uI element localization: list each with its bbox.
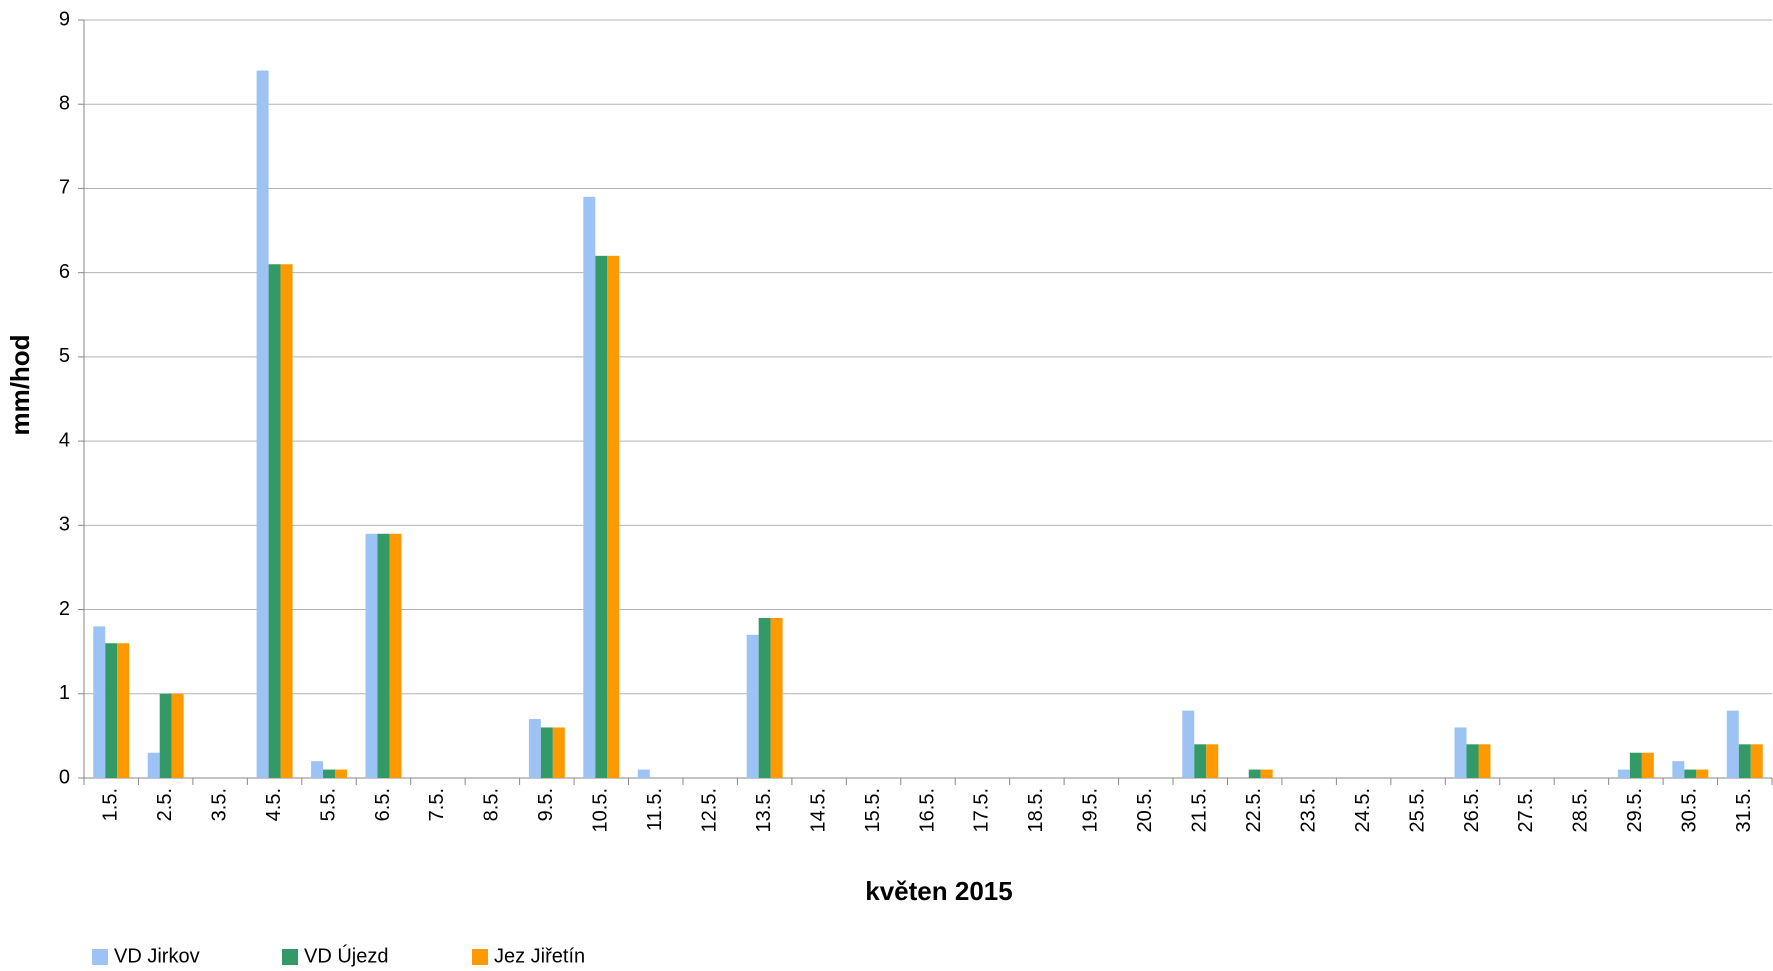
bar <box>1248 769 1261 778</box>
x-tick-label: 21.5. <box>1189 788 1211 832</box>
x-tick-label: 29.5. <box>1624 788 1646 832</box>
x-tick-label: 15.5. <box>862 788 884 832</box>
x-tick-label: 28.5. <box>1570 788 1592 832</box>
bar <box>256 70 269 779</box>
x-tick-label: 24.5. <box>1352 788 1374 832</box>
legend-swatch <box>92 949 108 965</box>
y-tick-label: 8 <box>59 93 70 115</box>
x-tick-label: 31.5. <box>1733 788 1755 832</box>
bar <box>1260 769 1273 778</box>
bar <box>159 693 172 778</box>
bar <box>1750 744 1763 778</box>
bar <box>389 533 402 778</box>
x-tick-label: 13.5. <box>753 788 775 832</box>
bar <box>311 761 324 778</box>
bar <box>540 727 553 778</box>
bar <box>758 617 771 778</box>
bar <box>583 196 596 778</box>
x-tick-label: 26.5. <box>1461 788 1483 832</box>
bar <box>1738 744 1751 778</box>
legend-label: Jez Jiřetín <box>494 945 585 967</box>
bar <box>147 752 160 778</box>
x-tick-label: 1.5. <box>100 788 122 821</box>
x-tick-label: 3.5. <box>208 788 230 821</box>
x-tick-label: 10.5. <box>590 788 612 832</box>
x-tick-label: 11.5. <box>644 788 666 831</box>
bar <box>1726 710 1739 778</box>
bar <box>1641 752 1654 778</box>
y-tick-label: 4 <box>59 429 70 451</box>
bar <box>746 634 759 778</box>
legend-label: VD Jirkov <box>114 945 200 967</box>
bar <box>1629 752 1642 778</box>
x-tick-label: 25.5. <box>1406 788 1428 832</box>
x-tick-label: 18.5. <box>1025 788 1047 832</box>
bar <box>1696 769 1709 778</box>
x-tick-label: 9.5. <box>535 788 557 821</box>
x-tick-label: 20.5. <box>1134 788 1156 832</box>
legend-swatch <box>282 949 298 965</box>
bar <box>1617 769 1630 778</box>
x-tick-label: 17.5. <box>971 788 993 832</box>
y-tick-label: 6 <box>59 261 70 283</box>
y-tick-label: 9 <box>59 8 70 30</box>
x-tick-label: 5.5. <box>317 788 339 821</box>
x-tick-label: 7.5. <box>426 788 448 821</box>
bar <box>93 626 106 778</box>
bar <box>595 255 608 779</box>
bar <box>117 643 130 778</box>
bar <box>1206 744 1219 778</box>
bar <box>335 769 348 778</box>
y-axis-label: mm/hod <box>5 334 35 435</box>
x-tick-label: 4.5. <box>263 788 285 821</box>
bar <box>171 693 184 778</box>
bar <box>1466 744 1479 778</box>
legend-swatch <box>472 949 488 965</box>
y-tick-label: 2 <box>59 598 70 620</box>
x-tick-label: 19.5. <box>1080 788 1102 832</box>
bar <box>365 533 378 778</box>
bar <box>105 643 118 778</box>
y-tick-label: 0 <box>59 766 70 788</box>
bar <box>1454 727 1467 778</box>
y-tick-label: 3 <box>59 514 70 536</box>
x-tick-label: 27.5. <box>1515 788 1537 832</box>
x-tick-label: 23.5. <box>1297 788 1319 832</box>
x-tick-label: 12.5. <box>698 788 720 832</box>
x-tick-label: 14.5. <box>807 788 829 832</box>
bar <box>280 264 293 778</box>
bar <box>552 727 565 778</box>
bar <box>528 719 541 778</box>
x-tick-label: 2.5. <box>154 788 176 821</box>
bar <box>1672 761 1685 778</box>
bar <box>323 769 336 778</box>
x-axis-label: květen 2015 <box>865 876 1012 906</box>
x-tick-label: 16.5. <box>916 788 938 832</box>
x-tick-label: 6.5. <box>372 788 394 821</box>
bar <box>607 255 620 779</box>
bar <box>1478 744 1491 778</box>
legend-label: VD Újezd <box>304 944 388 967</box>
bar <box>1194 744 1207 778</box>
y-tick-label: 1 <box>59 682 70 704</box>
bar <box>1182 710 1195 778</box>
x-tick-label: 8.5. <box>481 788 503 821</box>
x-tick-label: 22.5. <box>1243 788 1265 832</box>
y-tick-label: 5 <box>59 345 70 367</box>
bar <box>770 617 783 778</box>
bar <box>1684 769 1697 778</box>
x-tick-label: 30.5. <box>1679 788 1701 832</box>
bar <box>268 264 281 778</box>
y-tick-label: 7 <box>59 177 70 199</box>
bar <box>637 769 650 778</box>
bar <box>377 533 390 778</box>
